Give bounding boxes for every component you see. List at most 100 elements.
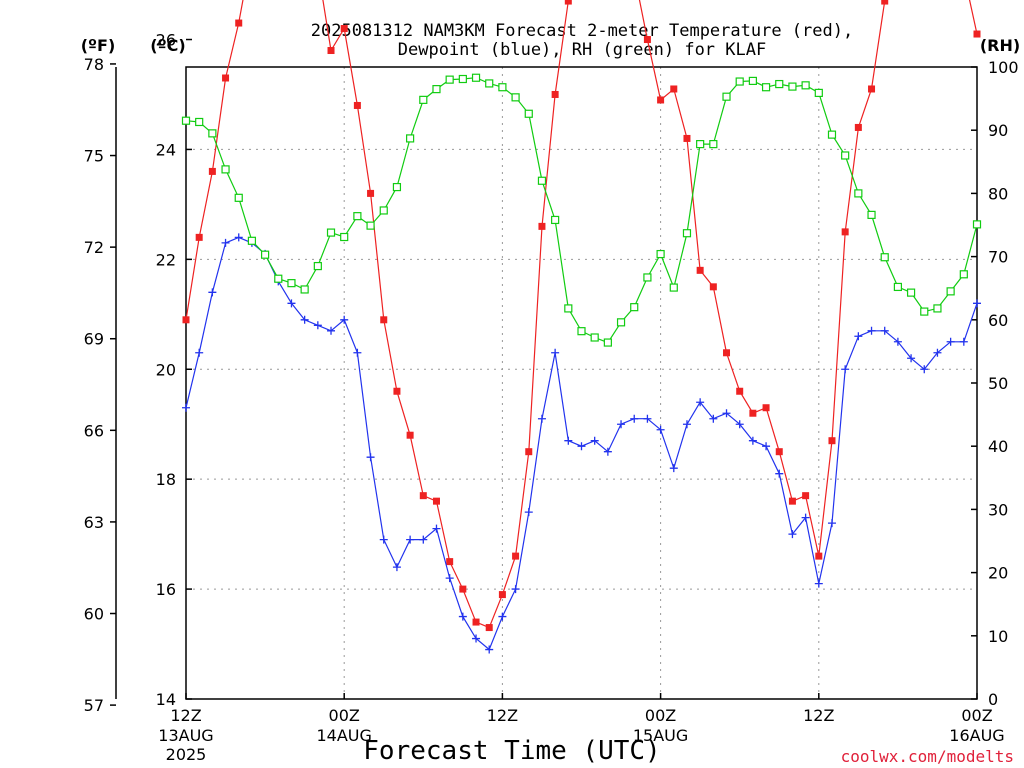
data-point-temperature — [525, 448, 533, 456]
data-point-dewpoint — [392, 563, 401, 572]
data-point-temperature — [762, 404, 770, 412]
data-point-rh — [498, 83, 507, 92]
data-point-rh — [471, 73, 481, 82]
data-point-dewpoint — [327, 326, 336, 335]
data-point-dewpoint — [300, 315, 309, 324]
data-point-rh — [761, 83, 771, 92]
data-point-dewpoint — [973, 299, 981, 308]
data-point-dewpoint — [748, 436, 757, 445]
data-point-rh — [287, 279, 296, 288]
data-point-rh — [564, 304, 573, 313]
rh-tick-label: 10 — [988, 627, 1008, 646]
x-axis-title: Forecast Time (UTC) — [363, 736, 660, 766]
data-point-rh — [946, 287, 955, 296]
data-point-dewpoint — [696, 398, 705, 407]
series-line-rh — [185, 77, 978, 344]
fahrenheit-tick-label: 69 — [84, 330, 104, 349]
data-point-temperature — [802, 492, 810, 500]
data-point-temperature — [709, 283, 717, 291]
data-point-dewpoint — [313, 321, 322, 330]
data-point-rh — [841, 151, 850, 160]
series-dewpoint — [182, 233, 981, 654]
chart-title-line1: 2025081312 NAM3KM Forecast 2-meter Tempe… — [311, 21, 853, 41]
rh-tick-label: 100 — [988, 58, 1019, 77]
data-point-dewpoint — [511, 585, 520, 594]
data-point-rh — [643, 273, 652, 282]
data-point-temperature — [367, 189, 375, 197]
data-point-dewpoint — [458, 612, 467, 621]
data-point-dewpoint — [867, 326, 876, 335]
data-point-rh — [656, 249, 665, 259]
data-point-rh — [274, 274, 283, 283]
data-point-dewpoint — [221, 238, 230, 247]
data-point-dewpoint — [788, 530, 797, 539]
data-point-rh — [801, 81, 810, 90]
data-point-temperature — [775, 448, 783, 456]
data-point-dewpoint — [827, 519, 836, 528]
rh-tick-label: 70 — [988, 248, 1008, 267]
rh-axis-unit: (RH) — [980, 36, 1020, 55]
time-tick-label: 00Z — [961, 706, 992, 725]
data-point-dewpoint — [841, 365, 850, 374]
data-point-temperature — [828, 437, 836, 445]
time-tick-date-label: 2025 — [166, 745, 207, 764]
rh-tick-label: 20 — [988, 564, 1008, 583]
fahrenheit-tick-label: 72 — [84, 238, 104, 257]
data-point-temperature — [235, 19, 243, 27]
time-tick-date-label: 13AUG — [158, 726, 213, 745]
series-temp — [182, 0, 981, 632]
data-point-rh — [972, 220, 982, 229]
time-tick-label: 12Z — [487, 706, 518, 725]
data-point-temperature — [485, 624, 493, 632]
data-point-rh — [814, 88, 823, 98]
fahrenheit-tick-label: 78 — [84, 55, 104, 74]
data-point-rh — [221, 165, 230, 174]
data-point-dewpoint — [287, 299, 296, 308]
data-point-temperature — [498, 591, 506, 599]
rh-tick-label: 90 — [988, 121, 1008, 140]
data-point-dewpoint — [722, 409, 731, 418]
data-point-dewpoint — [907, 354, 916, 363]
data-point-temperature — [446, 558, 454, 566]
fahrenheit-tick-label: 57 — [84, 696, 104, 715]
time-tick-label: 00Z — [645, 706, 676, 725]
rh-tick-label: 30 — [988, 500, 1008, 519]
data-point-dewpoint — [195, 348, 204, 357]
data-point-temperature — [353, 101, 361, 109]
data-point-temperature — [340, 25, 348, 33]
data-point-dewpoint — [762, 442, 771, 451]
data-point-rh — [748, 76, 757, 86]
data-point-rh — [181, 116, 191, 125]
data-point-temperature — [393, 387, 401, 395]
celsius-tick-label: 22 — [156, 250, 176, 269]
time-tick-label: 12Z — [170, 706, 201, 725]
data-point-dewpoint — [353, 348, 362, 357]
data-point-temperature — [380, 316, 388, 324]
data-point-temperature — [723, 349, 731, 357]
data-point-rh — [854, 189, 863, 198]
data-point-rh — [603, 338, 612, 347]
celsius-axis-unit: (ºC) — [150, 36, 185, 55]
data-point-temperature — [472, 618, 480, 626]
data-point-temperature — [222, 74, 230, 82]
data-point-temperature — [683, 134, 691, 142]
data-point-rh — [419, 95, 428, 104]
data-point-dewpoint — [643, 414, 652, 423]
data-point-rh — [590, 333, 599, 342]
data-point-temperature — [788, 497, 796, 505]
credit-text: coolwx.com/modelts — [841, 747, 1014, 766]
data-point-dewpoint — [920, 365, 929, 374]
chart-title-line2: Dewpoint (blue), RH (green) for KLAF — [398, 40, 766, 60]
series-line-temp — [185, 0, 978, 629]
data-point-dewpoint — [485, 645, 494, 654]
data-point-dewpoint — [472, 634, 481, 643]
data-point-rh — [682, 229, 692, 238]
data-point-rh — [775, 79, 784, 89]
fahrenheit-tick-label: 63 — [84, 513, 104, 532]
data-point-rh — [511, 93, 520, 102]
data-point-dewpoint — [406, 535, 415, 544]
data-point-temperature — [432, 497, 440, 505]
data-point-dewpoint — [432, 524, 441, 533]
grid-lines — [186, 67, 977, 699]
